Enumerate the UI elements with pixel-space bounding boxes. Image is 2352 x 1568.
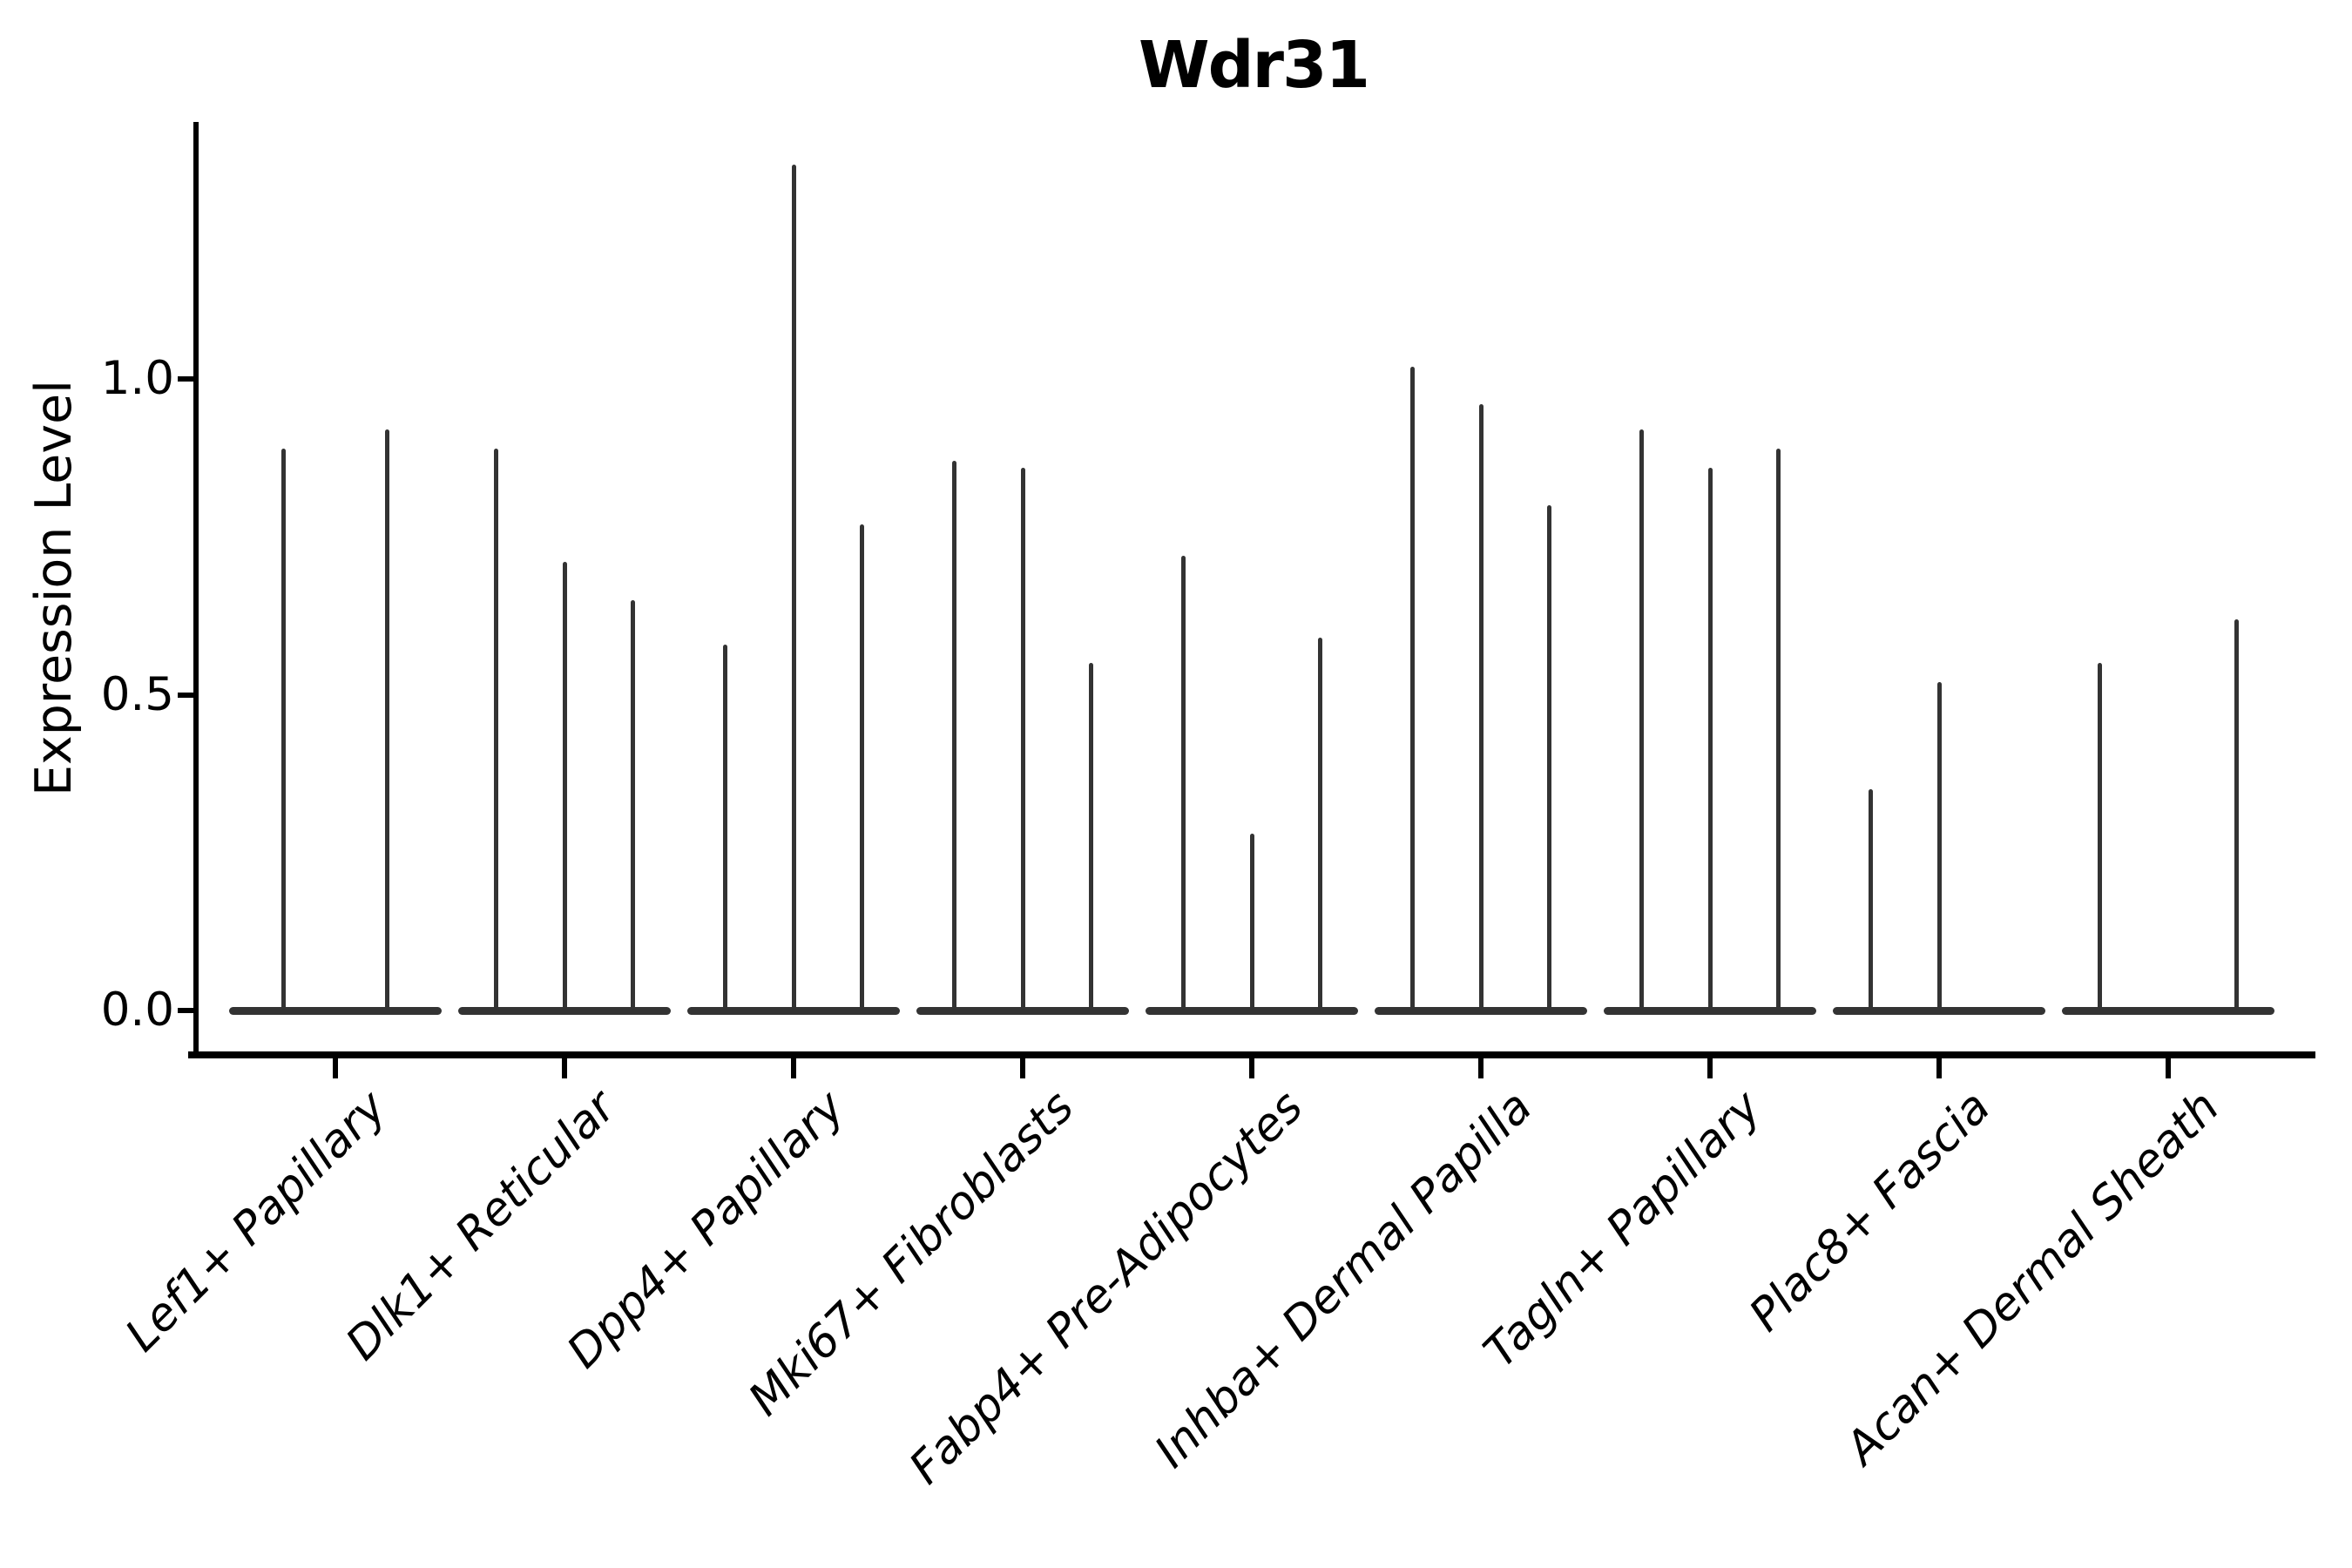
violin-spike <box>1776 448 1781 1010</box>
x-tick-mark <box>791 1058 796 1078</box>
x-tick-mark <box>333 1058 338 1078</box>
violin-spike <box>1707 467 1713 1010</box>
x-tick-mark <box>1020 1058 1025 1078</box>
x-tick-mark <box>1249 1058 1254 1078</box>
violin-spike <box>2097 663 2102 1010</box>
y-tick-label: 0.0 <box>100 983 174 1037</box>
violin-spike <box>1868 789 1873 1010</box>
violin-spike <box>384 429 389 1010</box>
x-tick-mark <box>1936 1058 1942 1078</box>
violin-base <box>458 1007 671 1015</box>
violin-spike <box>631 599 636 1010</box>
violin-spike <box>2234 618 2240 1010</box>
chart-title: Wdr31 <box>1138 28 1370 103</box>
violin-spike <box>1249 834 1254 1010</box>
violin-base <box>1604 1007 1816 1015</box>
violin-base <box>687 1007 900 1015</box>
violin-base <box>916 1007 1129 1015</box>
violin-spike <box>1020 467 1025 1010</box>
y-tick-label: 1.0 <box>100 352 174 405</box>
y-tick-mark <box>178 376 193 382</box>
violin-base <box>229 1007 442 1015</box>
x-axis-spine <box>188 1051 2315 1058</box>
y-tick-mark <box>178 1008 193 1013</box>
violin-base <box>2062 1007 2274 1015</box>
violin-spike <box>951 461 956 1010</box>
violin-spike <box>1089 663 1094 1010</box>
violin-spike <box>562 562 567 1010</box>
x-tick-mark <box>562 1058 567 1078</box>
violin-base <box>1833 1007 2045 1015</box>
y-tick-mark <box>178 692 193 698</box>
x-tick-mark <box>1707 1058 1713 1078</box>
x-tick-mark <box>2166 1058 2171 1078</box>
violin-spike <box>1318 638 1323 1010</box>
y-axis-spine <box>193 122 199 1058</box>
violin-spike <box>1936 682 1942 1010</box>
violin-base <box>1375 1007 1587 1015</box>
y-tick-label: 0.5 <box>100 667 174 721</box>
violin-spike <box>1180 556 1186 1010</box>
violin-spike <box>1478 404 1484 1010</box>
y-axis-label: Expression Level <box>25 380 83 796</box>
violin-spike <box>1409 366 1415 1010</box>
violin-spike <box>722 644 727 1010</box>
violin-spike <box>1547 505 1552 1010</box>
violin-spike <box>493 448 498 1010</box>
violin-spike <box>791 164 796 1010</box>
violin-base <box>1146 1007 1358 1015</box>
violin-spike <box>860 524 865 1010</box>
x-tick-mark <box>1478 1058 1484 1078</box>
violin-spike <box>281 448 287 1010</box>
violin-spike <box>1639 429 1644 1010</box>
